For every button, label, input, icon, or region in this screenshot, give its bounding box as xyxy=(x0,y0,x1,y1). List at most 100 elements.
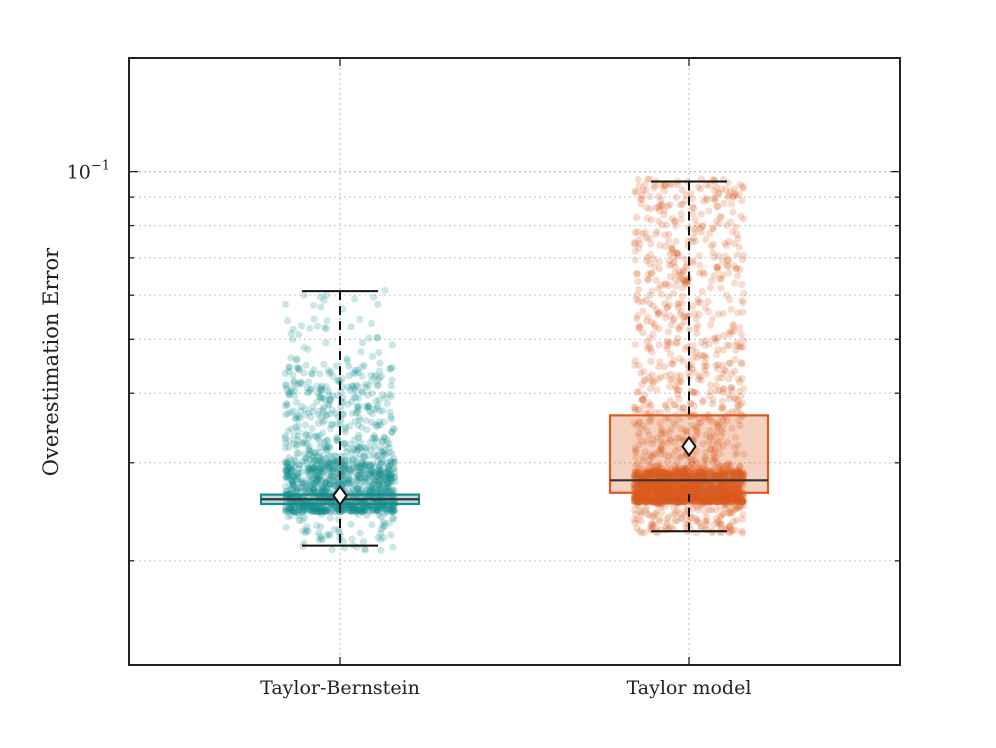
scatter-point xyxy=(345,506,354,514)
scatter-point xyxy=(316,508,324,516)
scatter-point xyxy=(378,485,387,493)
scatter-point xyxy=(325,531,333,540)
scatter-point xyxy=(376,421,385,429)
scatter-point xyxy=(670,217,679,225)
scatter-point xyxy=(327,484,335,493)
scatter-point xyxy=(293,487,301,495)
scatter-point xyxy=(379,518,387,526)
scatter-point xyxy=(292,415,300,423)
scatter-point xyxy=(315,504,323,513)
scatter-point xyxy=(379,522,387,531)
scatter-point xyxy=(375,463,383,471)
scatter-point xyxy=(331,508,339,516)
scatter-point xyxy=(376,487,384,495)
scatter-point xyxy=(321,506,329,514)
scatter-point xyxy=(290,377,298,385)
scatter-point xyxy=(319,466,327,474)
scatter-point xyxy=(296,478,304,486)
scatter-point xyxy=(306,455,314,463)
scatter-point xyxy=(351,295,359,303)
scatter-point xyxy=(355,431,363,439)
scatter-point xyxy=(290,379,298,387)
scatter-point xyxy=(738,399,746,407)
scatter-point xyxy=(377,546,385,555)
scatter-point xyxy=(299,486,307,494)
scatter-point xyxy=(355,506,363,514)
scatter-point xyxy=(351,504,359,512)
scatter-point xyxy=(728,370,736,378)
scatter-point xyxy=(354,477,362,485)
scatter-point xyxy=(375,467,383,475)
scatter-point xyxy=(323,485,331,493)
scatter-point xyxy=(304,378,312,386)
scatter-point xyxy=(294,427,302,435)
scatter-point xyxy=(387,505,395,513)
scatter-point xyxy=(340,476,349,484)
scatter-point xyxy=(326,444,334,452)
scatter-point xyxy=(385,474,393,482)
scatter-point xyxy=(372,477,380,485)
scatter-point xyxy=(312,505,320,513)
scatter-point xyxy=(302,506,311,515)
scatter-point xyxy=(380,504,388,512)
scatter-point xyxy=(314,389,322,397)
scatter-point xyxy=(344,400,352,408)
scatter-point xyxy=(359,452,367,460)
scatter-point xyxy=(702,370,710,378)
scatter-point xyxy=(320,485,329,493)
scatter-point xyxy=(386,504,394,512)
scatter-point xyxy=(357,463,366,471)
scatter-point xyxy=(344,480,352,488)
scatter-point xyxy=(357,438,365,446)
scatter-point xyxy=(283,508,291,516)
scatter-point xyxy=(374,334,382,342)
scatter-point xyxy=(368,352,376,360)
scatter-point xyxy=(643,204,651,212)
scatter-point xyxy=(356,451,364,459)
scatter-point xyxy=(354,406,362,414)
scatter-point xyxy=(666,273,674,281)
scatter-point xyxy=(370,469,378,477)
scatter-point xyxy=(290,472,298,480)
y-tick-label: 10−1 xyxy=(67,159,110,184)
scatter-point xyxy=(311,432,320,440)
scatter-point xyxy=(657,196,665,204)
scatter-point xyxy=(368,410,376,418)
scatter-point xyxy=(293,381,301,389)
scatter-point xyxy=(329,465,337,473)
scatter-point xyxy=(314,529,322,537)
scatter-point xyxy=(692,389,700,397)
scatter-point xyxy=(307,447,315,455)
scatter-point xyxy=(673,338,681,346)
scatter-point xyxy=(383,507,391,515)
scatter-point xyxy=(637,369,645,377)
scatter-point xyxy=(300,479,308,487)
scatter-point xyxy=(359,508,367,516)
scatter-point xyxy=(302,526,310,534)
scatter-point xyxy=(294,473,302,481)
scatter-point xyxy=(314,434,322,442)
scatter-point xyxy=(380,505,388,514)
scatter-point xyxy=(683,343,692,351)
scatter-point xyxy=(665,301,673,309)
scatter-point xyxy=(347,467,355,475)
scatter-point xyxy=(354,434,363,442)
scatter-point xyxy=(371,477,379,485)
scatter-point xyxy=(285,391,293,399)
scatter-point xyxy=(320,464,328,472)
scatter-point xyxy=(388,459,396,467)
scatter-point xyxy=(709,396,717,404)
scatter-point xyxy=(379,448,387,456)
scatter-point xyxy=(318,455,326,463)
scatter-point xyxy=(363,487,371,495)
scatter-point xyxy=(385,444,393,452)
scatter-point xyxy=(383,479,391,487)
scatter-point xyxy=(283,468,291,476)
scatter-point xyxy=(354,510,362,519)
scatter-point xyxy=(380,433,388,441)
scatter-point xyxy=(307,482,315,490)
scatter-point xyxy=(348,409,356,417)
scatter-point xyxy=(327,459,335,467)
scatter-point xyxy=(647,240,655,248)
